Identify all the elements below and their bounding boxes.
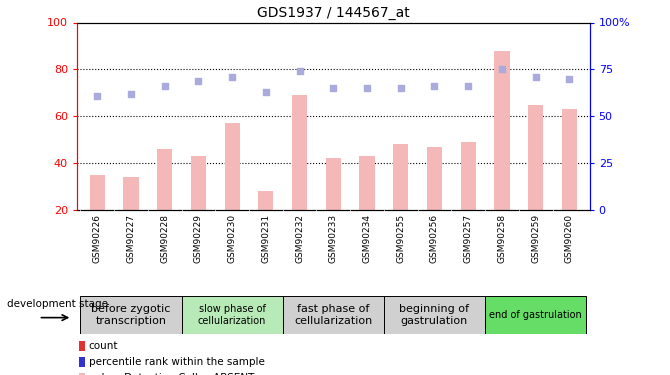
Text: value, Detection Call = ABSENT: value, Detection Call = ABSENT (88, 373, 254, 375)
Text: GSM90233: GSM90233 (329, 214, 338, 263)
Point (261, 89, 271, 95)
Bar (224, 123, 240, 210)
Text: fast phase of
cellularization: fast phase of cellularization (294, 304, 373, 326)
Point (496, 66, 507, 72)
Text: GSM90227: GSM90227 (127, 214, 135, 263)
Bar (80, 296, 182, 334)
Text: beginning of
gastrulation: beginning of gastrulation (399, 304, 470, 326)
Bar (90, 175, 105, 210)
Point (193, 78, 204, 84)
Bar (182, 296, 283, 334)
Text: GSM90234: GSM90234 (362, 214, 372, 263)
Bar (485, 296, 586, 334)
Text: GSM90257: GSM90257 (464, 214, 473, 263)
Text: GSM90226: GSM90226 (92, 214, 102, 263)
Bar (561, 109, 577, 210)
Point (429, 83, 440, 89)
Text: GSM90259: GSM90259 (531, 214, 540, 263)
Bar (427, 147, 442, 210)
Point (294, 68, 305, 74)
Point (159, 83, 170, 89)
Bar (79, 341, 85, 351)
Bar (360, 156, 375, 210)
Point (463, 83, 474, 89)
Point (328, 85, 339, 91)
Bar (528, 105, 543, 210)
Bar (123, 177, 139, 210)
Text: before zygotic
transcription: before zygotic transcription (91, 304, 171, 326)
Bar (494, 51, 509, 210)
Bar (460, 142, 476, 210)
Point (126, 91, 137, 97)
Bar (393, 144, 408, 210)
Bar (259, 191, 273, 210)
Bar (79, 357, 85, 367)
Bar (79, 373, 85, 375)
Bar (384, 296, 485, 334)
Text: GSM90230: GSM90230 (228, 214, 237, 263)
Bar (191, 156, 206, 210)
Text: GSM90228: GSM90228 (160, 214, 170, 263)
Point (564, 76, 575, 82)
Bar (292, 95, 307, 210)
Text: end of gastrulation: end of gastrulation (489, 310, 582, 320)
Text: development stage: development stage (7, 299, 108, 309)
Bar (326, 158, 341, 210)
Text: GSM90231: GSM90231 (261, 214, 271, 263)
Text: GSM90255: GSM90255 (396, 214, 405, 263)
Text: GSM90258: GSM90258 (497, 214, 507, 263)
Text: GSM90260: GSM90260 (565, 214, 574, 263)
Bar (283, 296, 384, 334)
Text: count: count (88, 341, 118, 351)
Text: slow phase of
cellularization: slow phase of cellularization (198, 304, 267, 326)
Point (395, 85, 406, 91)
Title: GDS1937 / 144567_at: GDS1937 / 144567_at (257, 6, 409, 20)
Bar (157, 149, 172, 210)
Text: GSM90256: GSM90256 (430, 214, 439, 263)
Point (530, 74, 541, 80)
Text: percentile rank within the sample: percentile rank within the sample (88, 357, 265, 367)
Point (92, 93, 103, 99)
Text: GSM90232: GSM90232 (295, 214, 304, 263)
Point (362, 85, 373, 91)
Text: GSM90229: GSM90229 (194, 214, 203, 263)
Point (227, 74, 238, 80)
